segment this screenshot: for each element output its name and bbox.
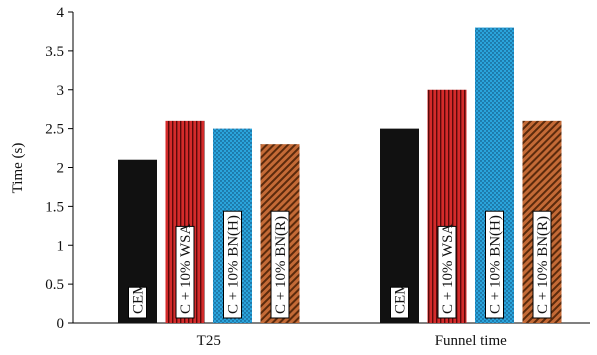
y-tick-label: 0.5 [45, 277, 64, 293]
bar-label: C + 10% BN(H) [226, 215, 242, 314]
bar-label-box [128, 286, 147, 319]
bar-label: C + 10% WSA [440, 224, 456, 314]
bar-label-box [175, 225, 195, 319]
bar-label: C + 10% BN(R) [273, 216, 289, 314]
bar-label: C + 10% BN(H) [488, 215, 504, 314]
plot-area: 0 0.5 1 1.5 2 2.5 3 3.5 4 Time (s) CEM C + 10% WSA C… [10, 5, 590, 349]
bar-label: C + 10% BN(R) [535, 216, 551, 314]
y-tick-label: 2 [57, 161, 65, 177]
bar-label-box [223, 210, 242, 319]
y-axis-label: Time (s) [10, 143, 26, 194]
y-tick-label: 3.5 [45, 44, 64, 60]
bar-label-box [437, 225, 457, 319]
bar-label-box [390, 286, 409, 319]
x-category-label: Funnel time [435, 333, 507, 349]
bar-label: C + 10% WSA [178, 224, 194, 314]
y-tick-label: 4 [57, 5, 65, 21]
y-tick-label: 2.5 [45, 122, 64, 138]
bar-label: CEM [131, 281, 147, 314]
bar-label-box [532, 210, 552, 319]
y-tick-label: 1 [57, 238, 65, 254]
y-tick-label: 3 [57, 83, 65, 99]
bar-label-box [485, 210, 504, 319]
y-tick-label: 1.5 [45, 199, 64, 215]
x-category-label: T25 [197, 333, 221, 349]
bar-label-box [270, 210, 290, 319]
bar-label: CEM [393, 281, 409, 314]
y-tick-label: 0 [57, 316, 65, 332]
